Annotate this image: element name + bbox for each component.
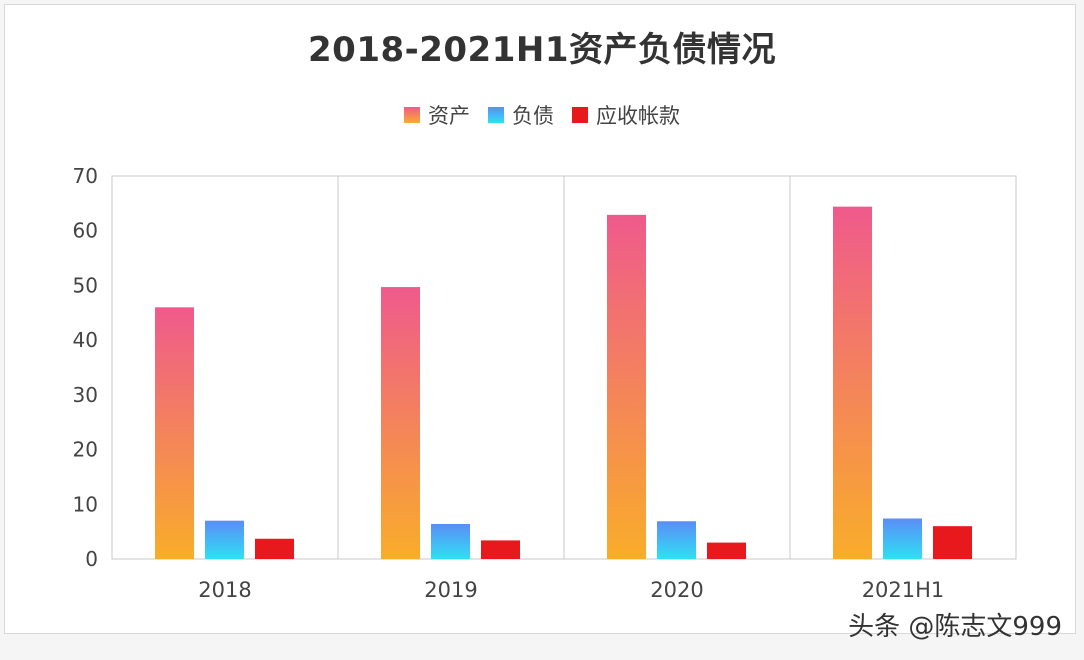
legend-swatch-receivable xyxy=(572,107,588,123)
chart-title: 2018-2021H1资产负债情况 xyxy=(308,30,776,70)
y-tick-label: 70 xyxy=(73,164,98,188)
x-tick-label: 2020 xyxy=(650,578,703,602)
bar-liability xyxy=(205,520,244,559)
legend-label-liability: 负债 xyxy=(512,104,554,128)
legend-item-asset: 资产 xyxy=(404,100,470,130)
x-tick-label: 2018 xyxy=(198,578,251,602)
bar-asset xyxy=(155,307,194,559)
y-tick-label: 30 xyxy=(73,383,98,407)
bar-asset xyxy=(607,214,646,559)
y-tick-label: 20 xyxy=(73,438,98,462)
bar-asset xyxy=(833,206,872,559)
y-tick-label: 0 xyxy=(85,547,98,571)
bar-liability xyxy=(883,518,922,559)
x-tick-label: 2019 xyxy=(424,578,477,602)
bar-receivable xyxy=(707,542,746,559)
bar-asset xyxy=(381,287,420,559)
y-tick-label: 10 xyxy=(73,492,98,516)
bar-liability xyxy=(657,521,696,559)
y-tick-label: 60 xyxy=(73,219,98,243)
legend-item-liability: 负债 xyxy=(488,100,554,130)
legend-label-asset: 资产 xyxy=(428,104,470,128)
y-tick-label: 40 xyxy=(73,328,98,352)
legend-item-receivable: 应收帐款 xyxy=(572,100,680,130)
legend-swatch-liability xyxy=(488,107,504,123)
watermark: 头条 @陈志文999 xyxy=(848,612,1062,642)
legend: 资产 负债 应收帐款 xyxy=(0,100,1084,130)
legend-label-receivable: 应收帐款 xyxy=(596,104,680,128)
y-tick-label: 50 xyxy=(73,273,98,297)
bar-receivable xyxy=(481,540,520,559)
bar-receivable xyxy=(255,538,294,559)
legend-swatch-asset xyxy=(404,107,420,123)
x-tick-label: 2021H1 xyxy=(862,578,945,602)
bar-liability xyxy=(431,523,470,559)
bar-receivable xyxy=(933,526,972,559)
